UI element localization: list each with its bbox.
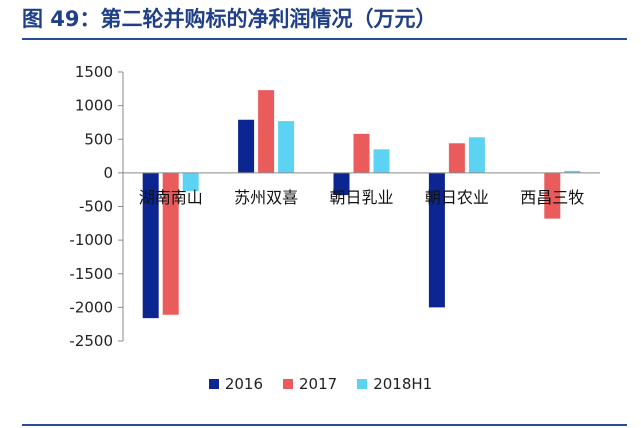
bar-2017-3: [448, 143, 465, 173]
bar-2016-2: [333, 172, 350, 196]
x-category-label: 苏州双喜: [234, 188, 298, 207]
bar-2017-4: [544, 172, 561, 219]
bar-2018H1-1: [278, 121, 295, 173]
y-tick-label: 500: [84, 130, 113, 148]
bar-2017-0: [162, 172, 179, 315]
y-tick-label: -2000: [69, 298, 113, 316]
y-tick-label: 0: [103, 164, 113, 182]
legend-label: 2018H1: [373, 375, 433, 393]
bar-2018H1-2: [373, 149, 390, 173]
legend-swatch: [283, 379, 293, 389]
bar-2016-0: [142, 172, 159, 319]
y-tick-label: -500: [79, 198, 113, 216]
y-tick-label: -2500: [69, 332, 113, 350]
legend-swatch: [208, 379, 219, 389]
y-tick-label: 1500: [75, 63, 113, 81]
y-tick-label: -1500: [69, 265, 113, 283]
bottom-rule: [22, 424, 627, 426]
legend-item-2016: 2016: [208, 375, 263, 393]
y-tick-label: -1000: [69, 231, 113, 249]
legend-label: 2016: [224, 375, 263, 393]
legend-item-2018H1: 2018H1: [357, 375, 432, 393]
legend-item-2017: 2017: [283, 375, 337, 393]
bar-2017-1: [258, 90, 275, 173]
bar-2016-1: [238, 119, 255, 173]
chart-legend: 2016 2017 2018H1: [0, 375, 641, 393]
bar-2016-3: [428, 172, 445, 308]
bar-2018H1-3: [468, 137, 485, 173]
bar-2018H1-4: [564, 170, 581, 173]
bar-2017-2: [353, 133, 370, 173]
legend-swatch: [357, 379, 368, 389]
figure-title: 图 49：第二轮并购标的净利润情况（万元）: [22, 7, 437, 31]
x-category-label: 湖南南山: [139, 188, 203, 207]
title-underline: [22, 38, 627, 40]
bar-2018H1-0: [182, 172, 199, 192]
x-category-label: 朝日乳业: [329, 188, 393, 207]
x-category-label: 朝日农业: [425, 188, 489, 207]
x-category-label: 西昌三牧: [520, 188, 584, 207]
y-tick-label: 1000: [75, 97, 113, 115]
legend-label: 2017: [299, 375, 338, 393]
